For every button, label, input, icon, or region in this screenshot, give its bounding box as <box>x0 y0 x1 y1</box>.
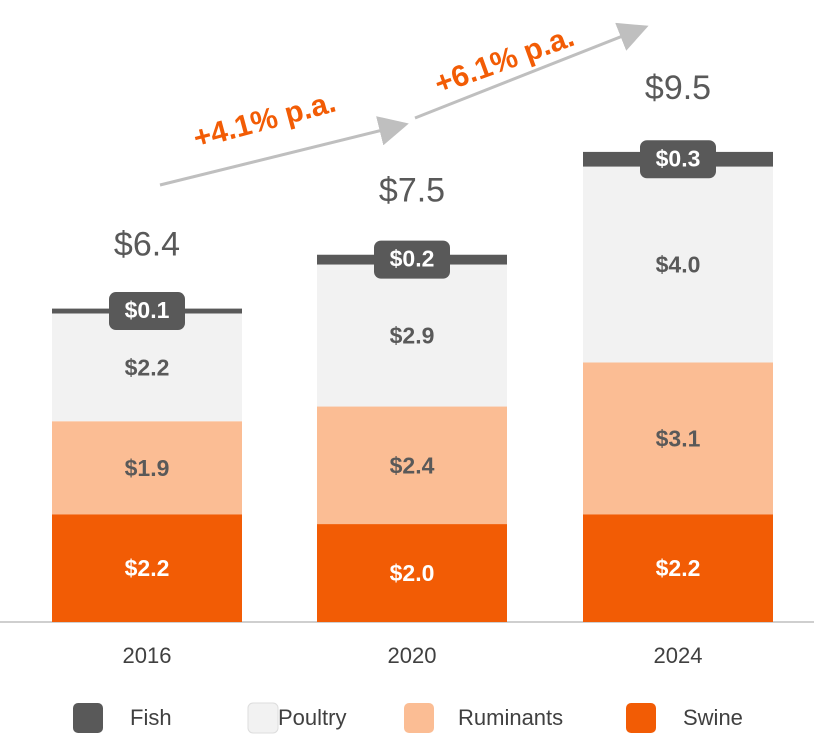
data-label: $2.2 <box>656 555 701 581</box>
growth-arrow <box>159 116 409 187</box>
legend-swatch <box>404 703 434 733</box>
data-label: $3.1 <box>656 425 701 451</box>
data-label: $0.2 <box>390 246 435 272</box>
total-label: $7.5 <box>379 172 445 210</box>
data-label: $4.0 <box>656 252 701 278</box>
bar-segment <box>317 524 507 622</box>
growth-annotation: +6.1% p.a. <box>430 20 578 101</box>
fish-label-box <box>640 140 716 179</box>
bar-segment <box>317 406 507 525</box>
bar-segment <box>52 421 242 515</box>
data-label: $2.2 <box>125 555 170 581</box>
legend-label: Fish <box>130 705 172 730</box>
bar-segment <box>583 514 773 622</box>
legend-label: Swine <box>683 705 743 730</box>
data-label: $0.1 <box>125 297 170 323</box>
bar-segment <box>52 313 242 422</box>
legend-swatch <box>626 703 656 733</box>
data-label: $1.9 <box>125 455 170 481</box>
x-tick-label: 2024 <box>654 643 703 668</box>
bar-segment <box>317 264 507 407</box>
legend-swatch <box>247 702 279 734</box>
total-label: $6.4 <box>114 226 180 264</box>
fish-label-box <box>374 240 450 279</box>
legend-label: Ruminants <box>458 705 563 730</box>
x-tick-label: 2016 <box>123 643 172 668</box>
legend-label: Poultry <box>278 705 346 730</box>
bar-segment <box>583 362 773 515</box>
fish-label-box <box>109 292 185 331</box>
growth-arrow <box>414 22 649 120</box>
data-label: $2.4 <box>390 452 435 478</box>
data-label: $0.3 <box>656 145 701 171</box>
x-tick-label: 2020 <box>388 643 437 668</box>
bar-segment <box>52 514 242 622</box>
total-label: $9.5 <box>645 69 711 107</box>
data-label: $2.0 <box>390 560 435 586</box>
data-label: $2.9 <box>390 323 435 349</box>
data-label: $2.2 <box>125 354 170 380</box>
bar-segment <box>583 166 773 363</box>
legend-swatch <box>73 703 103 733</box>
